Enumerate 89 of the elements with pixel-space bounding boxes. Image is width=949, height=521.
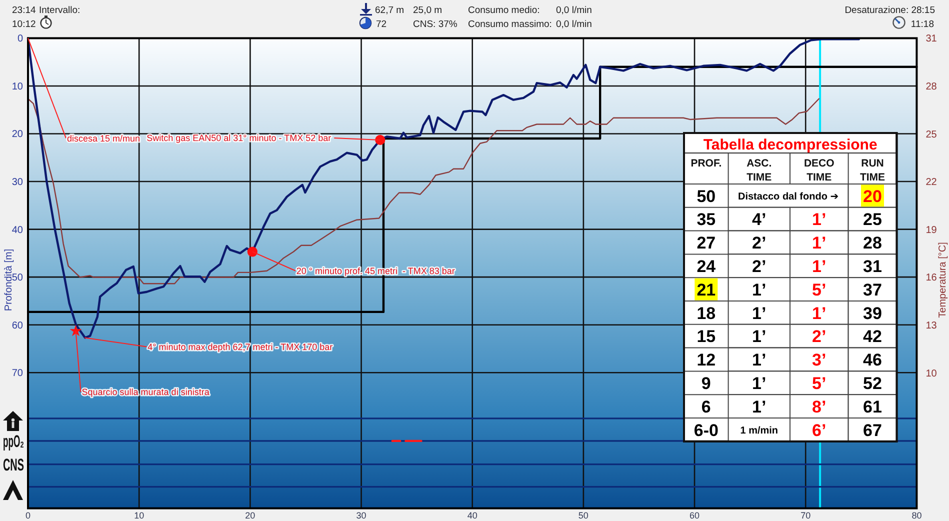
text: CNS: 37%	[413, 19, 458, 30]
y2-tick-label: 31	[926, 34, 938, 45]
text: Desaturazione: 28:15	[844, 5, 935, 16]
text: 20	[863, 186, 882, 206]
text: 1’	[752, 397, 766, 416]
text: 52	[863, 374, 882, 394]
text: 42	[863, 327, 882, 346]
y-tick-label: 6	[701, 397, 711, 416]
y-tick-label: 70	[12, 368, 24, 380]
y-tick-label: 50	[12, 272, 24, 284]
x-tick-label: 20	[245, 510, 256, 521]
y-tick-label: 12	[696, 350, 716, 370]
y-axis-title: PROF.	[690, 158, 722, 170]
text: 61	[863, 397, 882, 416]
text: 28	[863, 234, 882, 253]
y-tick-label: 50	[696, 186, 716, 206]
y-tick-label: 27	[696, 234, 716, 253]
text: 2’	[752, 257, 766, 276]
y2-tick-label: 28	[926, 82, 938, 93]
y-tick-label: 18	[696, 304, 716, 323]
text: 1’	[812, 210, 826, 230]
x-tick-label: ASC. TIME	[746, 158, 772, 184]
text: 25	[863, 210, 882, 230]
x-tick-label: RUN TIME	[860, 158, 886, 184]
y2-tick-label: 19	[926, 224, 938, 236]
x-tick-label: 10	[134, 510, 144, 521]
y2-tick-label: 16	[926, 272, 938, 284]
text: 1’	[752, 280, 766, 300]
text: 3’	[812, 350, 826, 370]
text: 0,0 l/min	[556, 5, 592, 16]
y-tick-label: 20	[12, 129, 24, 140]
y2-tick-label: 25	[926, 129, 938, 140]
text: 62,7 m	[375, 5, 404, 16]
text: Intervallo:	[39, 5, 80, 16]
text: Consumo medio:	[468, 5, 540, 16]
x-tick-label: 50	[578, 510, 588, 521]
text: 5’	[812, 280, 826, 300]
y2-tick-label: 13	[926, 320, 938, 332]
text: 11:18	[910, 19, 934, 30]
y-tick-label: 15	[696, 327, 716, 346]
x-tick-label: 60	[690, 510, 700, 521]
x-tick-label: 40	[467, 510, 478, 521]
ref-line-label: ppO₂	[3, 432, 45, 451]
text: 39	[863, 304, 882, 323]
y-tick-label: 0	[17, 34, 24, 45]
y-tick-label: 35	[696, 210, 716, 230]
text: 1’	[752, 374, 766, 394]
text: 37	[863, 280, 882, 300]
chart-title: Tabella decompressione	[703, 136, 878, 154]
y2-tick-label: 22	[926, 177, 938, 188]
y-tick-label: 9	[701, 374, 711, 394]
text: 1’	[812, 257, 826, 276]
annotation: Squarcio sulla murata di sinistra	[82, 387, 210, 398]
text: 31	[863, 257, 882, 276]
text: Distacco dal fondo ➔	[738, 191, 839, 202]
text: 72	[376, 19, 387, 30]
y-tick-label: 24	[696, 257, 716, 276]
x-tick-label: 0	[25, 510, 31, 521]
text: 1 m/min	[740, 425, 778, 436]
x-tick-label: DECO TIME	[804, 158, 834, 184]
text: 4’	[752, 210, 766, 230]
x-tick-label: 30	[356, 510, 366, 521]
text: 8’	[812, 397, 826, 416]
text: 2’	[752, 234, 766, 253]
y-tick-label: 40	[12, 224, 24, 236]
text: 0,0 l/min	[556, 19, 592, 30]
text: 1’	[752, 304, 766, 323]
x-tick-label: 70	[800, 510, 811, 521]
y2-tick-label: 10	[926, 368, 938, 380]
x-tick-label: 80	[912, 510, 922, 521]
text: 5’	[812, 374, 826, 394]
text: 1’	[752, 350, 766, 370]
text: 25,0 m	[413, 5, 442, 16]
y-tick-label: 60	[12, 320, 24, 332]
y-tick-label: 6-0	[694, 420, 718, 440]
text: 1’	[812, 234, 826, 253]
text: 6’	[812, 420, 826, 440]
text: Consumo massimo:	[468, 19, 552, 30]
text: 10:12	[12, 19, 36, 30]
ref-line-label: CNS	[3, 455, 39, 474]
y2-axis-title: Temperatura [°C]	[938, 242, 948, 318]
text: 23:14	[12, 5, 36, 16]
y-tick-label: 10	[12, 81, 24, 92]
text: 2’	[812, 327, 826, 346]
y-tick-label: 21	[696, 280, 716, 300]
text: 46	[863, 350, 882, 370]
text: 1’	[752, 327, 766, 346]
text: 67	[863, 420, 882, 440]
text: 1’	[812, 304, 826, 323]
